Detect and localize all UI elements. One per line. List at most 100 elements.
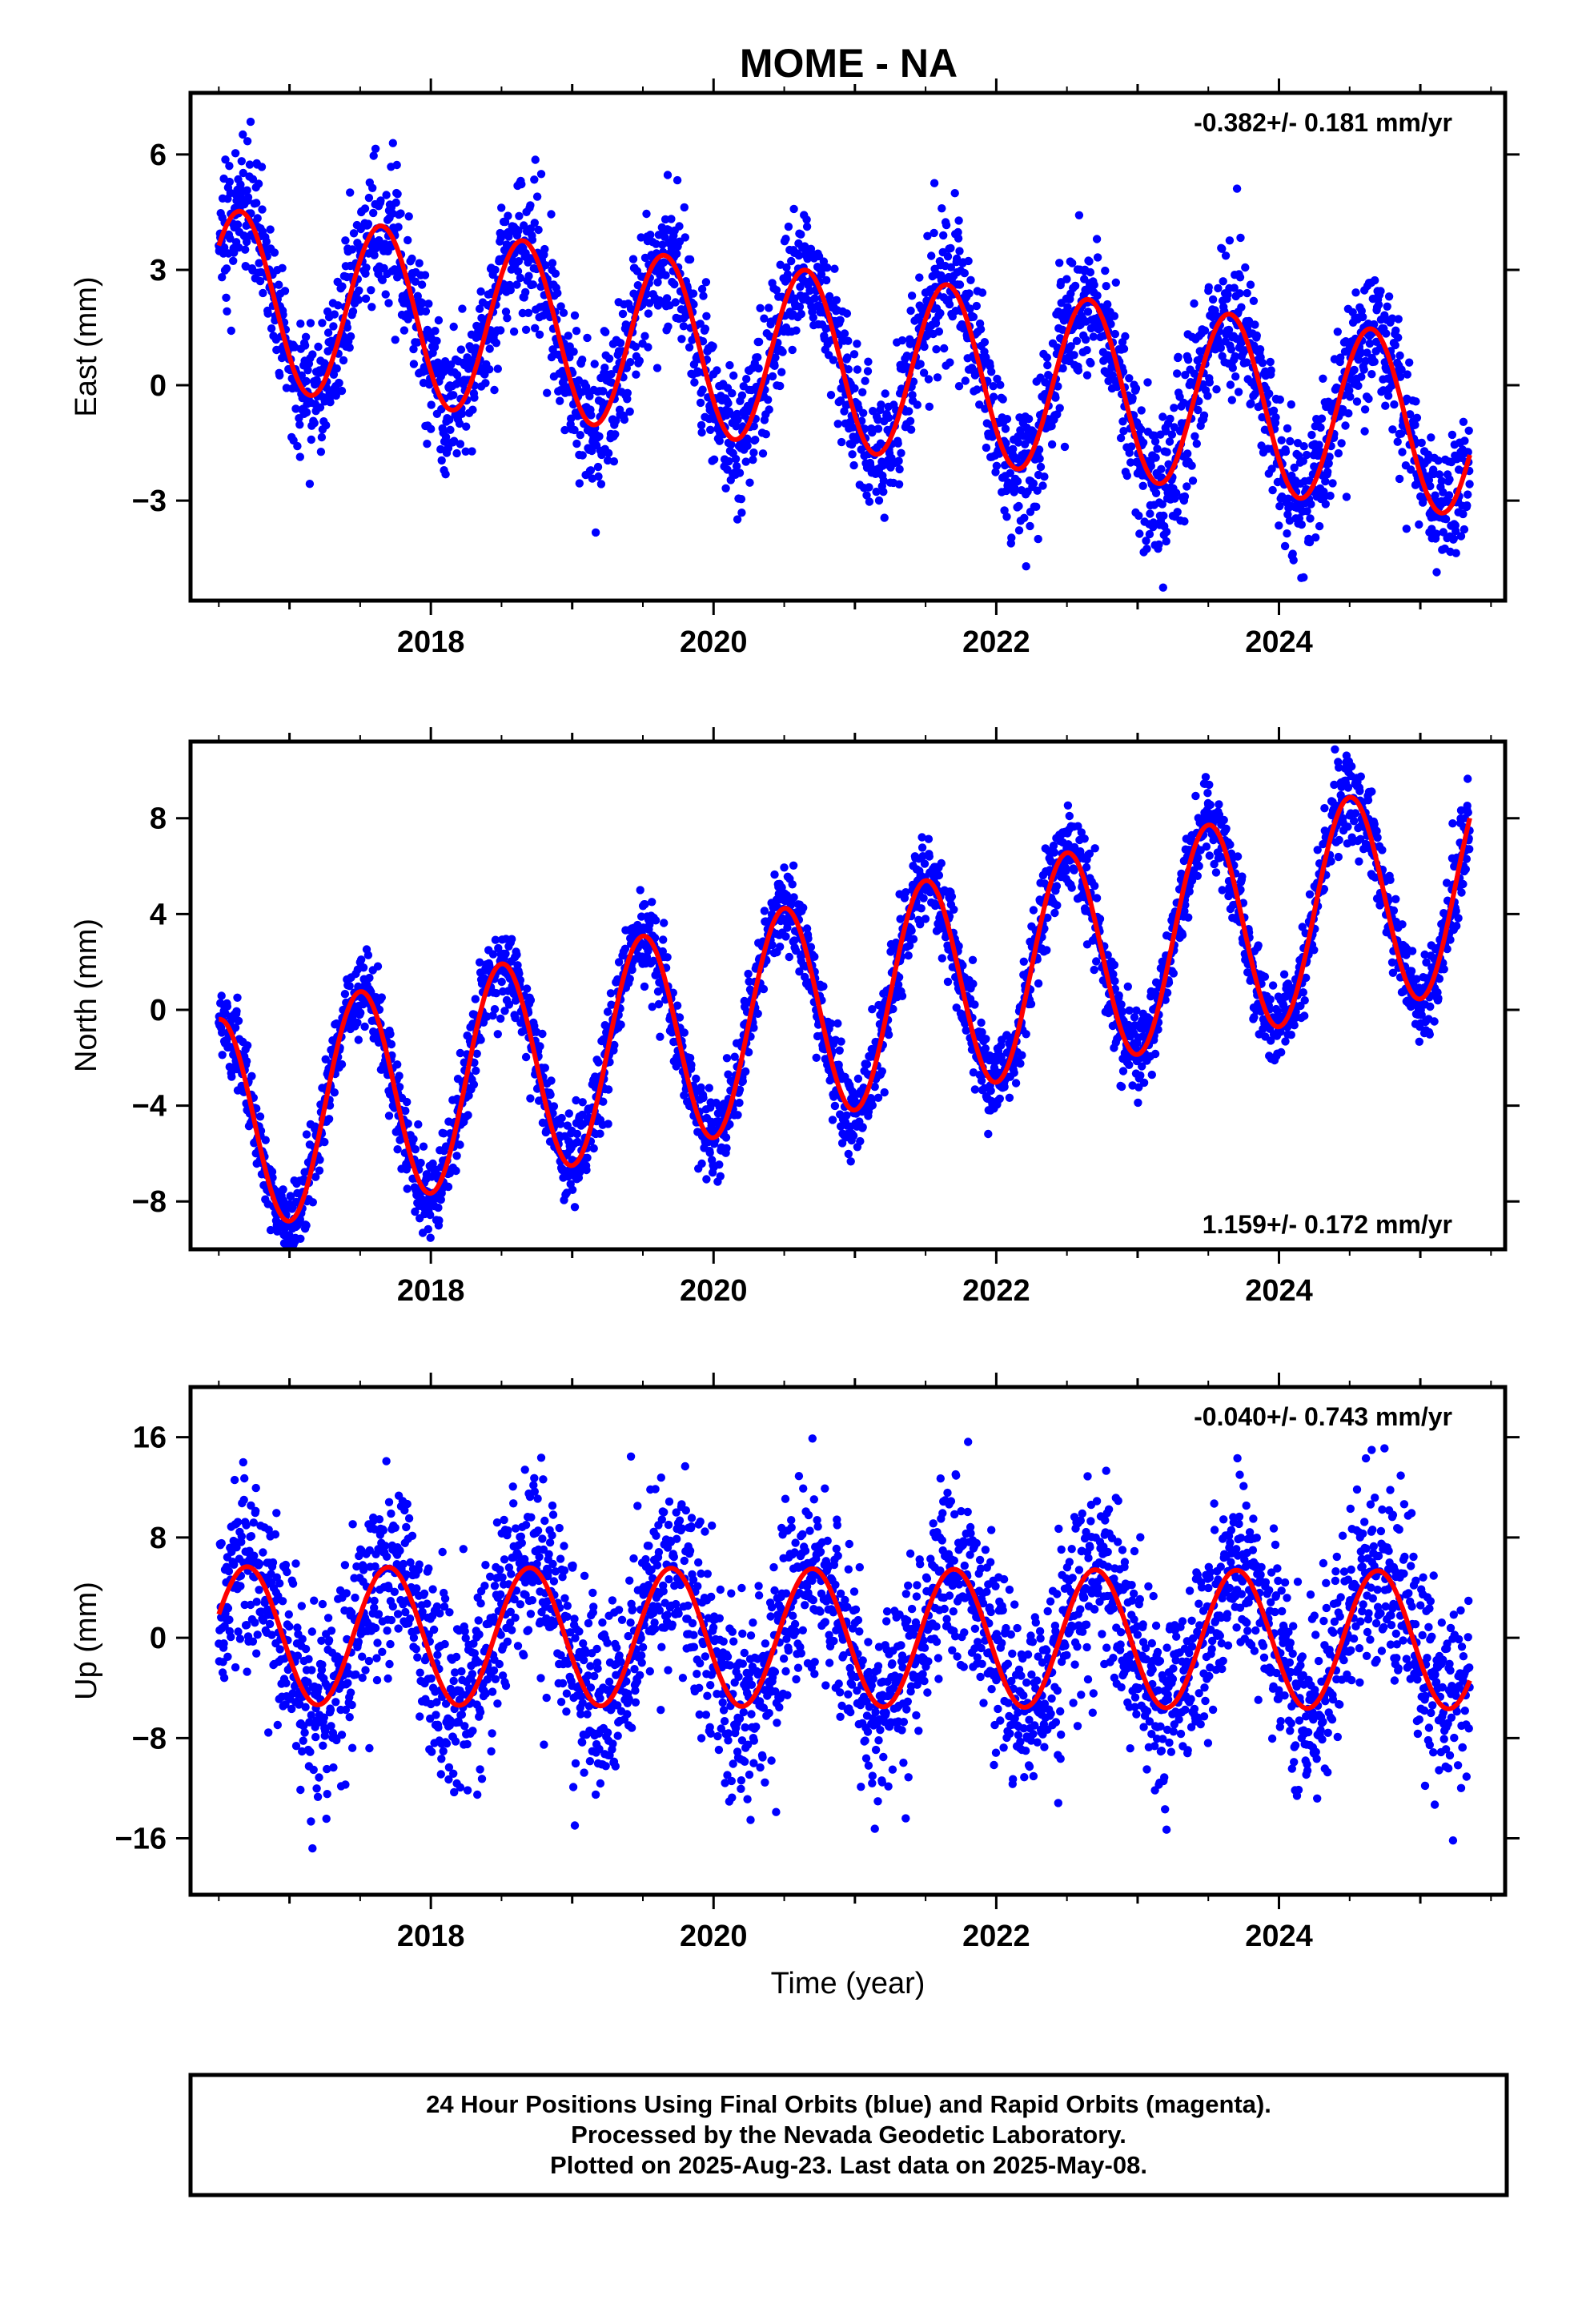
data-point: [1435, 470, 1444, 479]
data-point: [531, 324, 540, 332]
data-point: [1357, 372, 1366, 381]
data-point: [1172, 489, 1181, 497]
data-point: [822, 275, 831, 285]
data-point: [314, 342, 323, 352]
data-point: [1337, 439, 1346, 448]
data-point: [1090, 280, 1098, 289]
data-point: [526, 995, 536, 1005]
data-point: [642, 209, 651, 219]
data-point: [316, 448, 326, 456]
data-point: [1258, 359, 1267, 368]
data-point: [354, 1035, 363, 1044]
data-point: [475, 304, 484, 313]
data-point: [1299, 573, 1308, 582]
data-point: [1188, 476, 1198, 485]
data-point: [1047, 440, 1057, 449]
data-point: [549, 1102, 559, 1111]
data-point: [1143, 378, 1152, 387]
data-point: [1014, 501, 1023, 511]
data-point: [1359, 365, 1368, 374]
data-point: [371, 144, 380, 153]
data-point: [403, 1184, 412, 1193]
data-point: [874, 496, 884, 505]
data-point: [858, 1123, 867, 1132]
data-point: [860, 424, 869, 433]
data-point: [1187, 461, 1196, 470]
data-point: [920, 342, 929, 352]
data-point: [781, 932, 790, 941]
data-point: [409, 360, 419, 368]
data-point: [1290, 463, 1299, 472]
data-point: [756, 304, 765, 312]
data-point: [348, 307, 358, 316]
data-point: [927, 251, 936, 260]
y-tick-label: 3: [150, 254, 167, 287]
data-point: [270, 248, 279, 257]
data-point: [817, 270, 826, 279]
data-point: [905, 416, 915, 425]
data-point: [753, 353, 762, 362]
data-point: [1323, 468, 1332, 476]
data-point: [490, 1005, 500, 1014]
data-point: [524, 308, 533, 317]
data-point: [1371, 337, 1381, 346]
data-point: [1231, 352, 1239, 361]
data-point: [728, 388, 737, 398]
data-point: [225, 177, 234, 187]
data-point: [879, 487, 888, 497]
data-point: [1456, 532, 1466, 541]
data-point: [551, 269, 560, 278]
data-point: [832, 296, 841, 304]
data-point: [457, 409, 467, 418]
data-point: [964, 256, 973, 266]
data-point: [648, 1003, 656, 1011]
data-point: [369, 151, 378, 160]
data-point: [1406, 410, 1415, 419]
data-point: [650, 934, 660, 943]
data-point: [1199, 411, 1209, 420]
data-point: [1158, 412, 1167, 421]
data-point: [897, 336, 907, 345]
data-point: [1237, 303, 1246, 312]
data-point: [441, 432, 451, 441]
data-point: [1106, 320, 1115, 328]
data-point: [481, 379, 490, 388]
data-point: [237, 157, 246, 166]
data-point: [697, 1159, 706, 1168]
data-point: [1118, 417, 1127, 426]
data-point: [960, 268, 970, 278]
data-point: [859, 408, 868, 417]
data-point: [1138, 438, 1148, 447]
x-tick-label: 2018: [397, 625, 465, 659]
data-point: [965, 289, 974, 298]
data-point: [369, 208, 378, 218]
data-point: [560, 425, 569, 435]
data-point: [391, 336, 400, 344]
data-point: [236, 180, 245, 189]
y-tick-label: 0: [150, 369, 167, 403]
data-point: [1342, 493, 1351, 501]
data-point: [706, 425, 715, 434]
data-point: [572, 1129, 582, 1139]
data-point: [302, 408, 311, 417]
data-point: [434, 316, 444, 325]
data-point: [1280, 541, 1290, 551]
data-point: [497, 977, 506, 987]
data-point: [1092, 235, 1102, 243]
data-point: [982, 443, 991, 452]
data-point: [386, 1030, 395, 1039]
data-point: [877, 1067, 887, 1076]
data-point: [1407, 465, 1415, 474]
data-point: [1269, 406, 1279, 415]
data-point: [1038, 481, 1047, 490]
data-point: [267, 324, 276, 333]
data-point: [702, 312, 711, 320]
data-point: [217, 991, 226, 1000]
data-point: [218, 273, 227, 282]
data-point: [320, 359, 329, 368]
data-point: [280, 287, 290, 296]
data-point: [503, 314, 512, 323]
data-point: [1265, 389, 1274, 398]
data-point: [1212, 385, 1221, 394]
data-point: [880, 513, 889, 522]
